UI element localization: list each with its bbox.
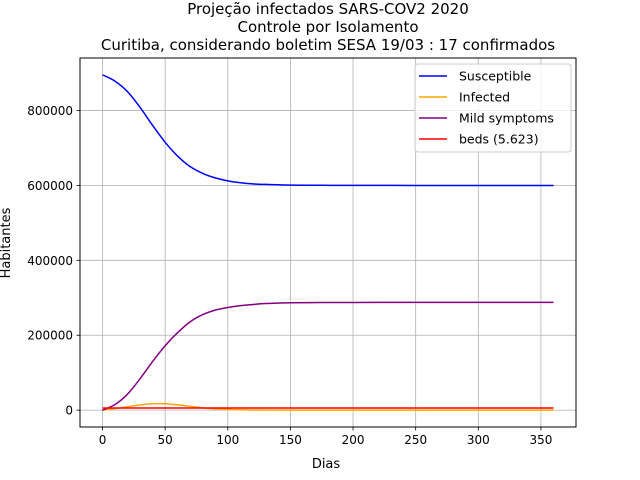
x-tick-label: 50 [158,433,173,447]
y-tick-label: 0 [65,404,73,418]
x-tick-label: 300 [467,433,490,447]
y-tick-label: 200000 [27,329,73,343]
plot-frame [79,57,577,428]
series-layer [102,74,554,411]
x-tick-label: 200 [342,433,365,447]
y-tick-label: 400000 [27,254,73,268]
legend-label-mild-symptoms: Mild symptoms [459,111,554,126]
x-axis-label: Dias [312,457,341,472]
x-tick-label: 150 [279,433,302,447]
y-axis-ticks: 0 200000 400000 600000 800000 [27,104,80,418]
legend-box [414,63,572,153]
series-line-mild-symptoms [102,301,554,411]
x-tick-label: 100 [216,433,239,447]
y-tick-label: 800000 [27,104,73,118]
x-axis-ticks: 0 50 100 150 200 250 300 350 [99,427,552,447]
legend: Susceptible Infected Mild symptoms beds (5.… [414,63,572,153]
x-tick-label: 0 [99,433,107,447]
x-tick-label: 250 [404,433,427,447]
legend-label-susceptible: Susceptible [459,69,532,84]
chart-title-line-1: Projeção infectados SARS-COV2 2020 [187,0,469,18]
y-tick-label: 600000 [27,179,73,193]
series-line-susceptible [102,74,554,187]
chart-title-line-3: Curitiba, considerando boletim SESA 19/0… [101,36,555,54]
x-tick-label: 350 [529,433,552,447]
y-axis-label: Habitantes [0,207,14,278]
chart-title-line-2: Controle por Isolamento [237,18,418,36]
series-line-infected [102,402,554,411]
legend-label-infected: Infected [459,90,510,105]
legend-label-beds-5-623: beds (5.623) [459,132,539,147]
